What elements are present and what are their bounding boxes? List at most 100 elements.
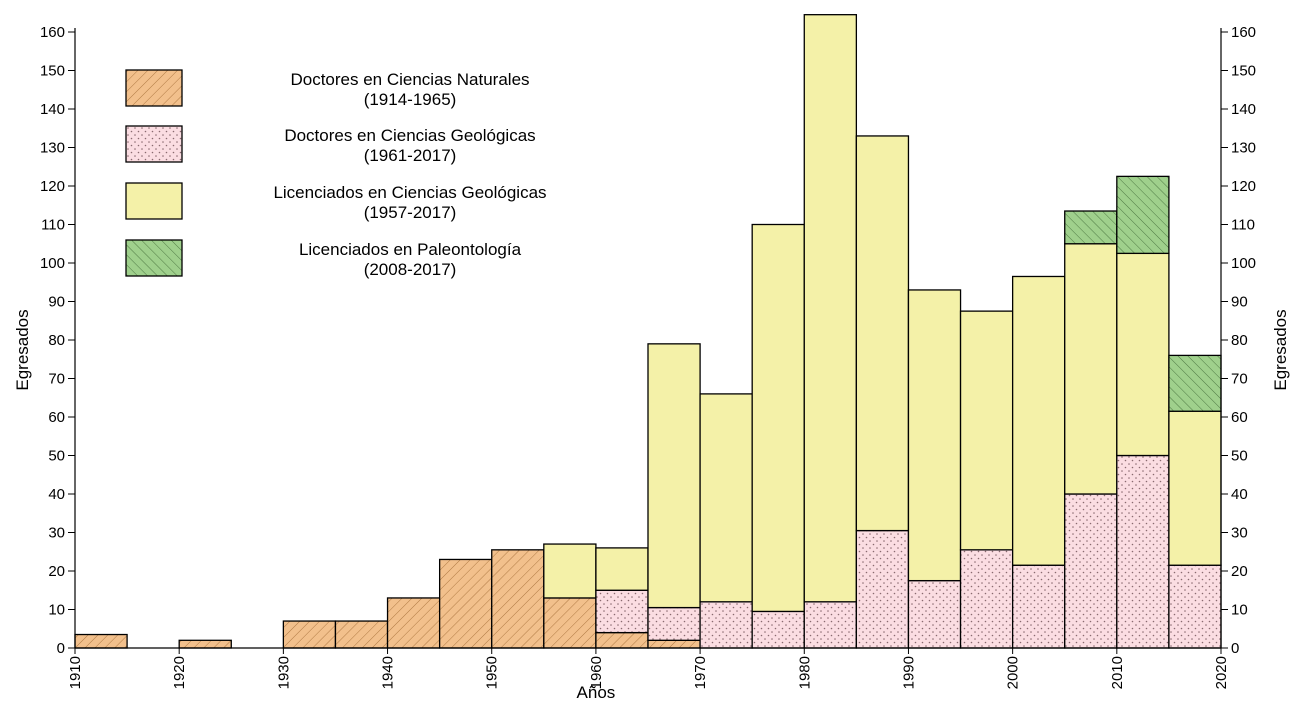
bar-licenciados-en-ciencias-geologicas-2000: [1011, 275, 1066, 566]
y-tick-label-right: 160: [1231, 24, 1256, 41]
y-tick-label-right: 130: [1231, 140, 1256, 157]
bar-licenciados-en-ciencias-geologicas-1990: [907, 289, 962, 582]
y-tick-label-right: 140: [1231, 101, 1256, 118]
legend-swatch-licenciados-en-paleontologia: [125, 239, 183, 277]
bar-licenciados-en-ciencias-geologicas-2005: [1064, 243, 1118, 495]
bar-doctores-en-ciencias-naturales-1945: [438, 558, 493, 649]
x-tick-label: 2020: [1213, 656, 1230, 689]
bar-licenciados-en-ciencias-geologicas-1955: [543, 543, 597, 599]
x-tick-label: 1940: [380, 656, 397, 689]
x-tick-label: 1990: [900, 656, 917, 689]
bar-doctores-en-ciencias-geologicas-1975: [751, 610, 805, 649]
bar-licenciados-en-ciencias-geologicas-1975: [751, 223, 805, 613]
y-tick-label-left: 0: [57, 640, 65, 657]
legend-label-doctores-en-ciencias-geologicas: Doctores en Ciencias Geológicas: [284, 126, 535, 145]
bar-doctores-en-ciencias-geologicas-2005: [1064, 493, 1118, 649]
bars-layer: [74, 14, 1222, 649]
y-tick-label-right: 150: [1231, 63, 1256, 80]
bar-doctores-en-ciencias-geologicas-1965: [647, 606, 701, 641]
bar-doctores-en-ciencias-geologicas-1995: [959, 549, 1014, 649]
y-tick-label-left: 60: [48, 409, 65, 426]
legend-label-licenciados-en-paleontologia: Licenciados en Paleontología: [299, 240, 522, 259]
x-tick-label: 1930: [275, 656, 292, 689]
y-tick-label-right: 30: [1231, 525, 1248, 542]
bar-doctores-en-ciencias-naturales-1920: [178, 639, 232, 649]
legend: Doctores en Ciencias Naturales(1914-1965…: [125, 69, 547, 279]
legend-period-doctores-en-ciencias-naturales: (1914-1965): [364, 90, 457, 109]
legend-period-licenciados-en-ciencias-geologicas: (1957-2017): [364, 203, 457, 222]
y-tick-label-left: 50: [48, 448, 65, 465]
y-tick-label-right: 100: [1231, 255, 1256, 272]
bar-licenciados-en-ciencias-geologicas-1985: [855, 135, 910, 532]
bar-doctores-en-ciencias-geologicas-1980: [803, 601, 858, 649]
bar-licenciados-en-paleontologia-2015: [1168, 354, 1222, 412]
bar-doctores-en-ciencias-naturales-1950: [491, 549, 545, 649]
bar-licenciados-en-paleontologia-2005: [1064, 210, 1118, 245]
x-tick-label: 1980: [796, 656, 813, 689]
y-tick-label-left: 120: [40, 178, 65, 195]
bar-doctores-en-ciencias-geologicas-1985: [855, 529, 910, 649]
y-tick-label-left: 70: [48, 371, 65, 388]
y-tick-label-left: 90: [48, 294, 65, 311]
bar-doctores-en-ciencias-geologicas-1960: [595, 589, 649, 634]
bar-licenciados-en-ciencias-geologicas-1965: [647, 343, 701, 609]
x-axis-title: Años: [577, 683, 616, 702]
legend-label-licenciados-en-ciencias-geologicas: Licenciados en Ciencias Geológicas: [273, 183, 546, 202]
y-tick-label-left: 160: [40, 24, 65, 41]
y-axis-title-left: Egresados: [13, 309, 32, 390]
y-tick-label-left: 130: [40, 140, 65, 157]
y-tick-label-left: 30: [48, 525, 65, 542]
y-tick-label-left: 20: [48, 563, 65, 580]
x-tick-label: 2000: [1005, 656, 1022, 689]
y-tick-label-right: 70: [1231, 371, 1248, 388]
bar-doctores-en-ciencias-geologicas-1990: [907, 579, 962, 649]
bar-licenciados-en-ciencias-geologicas-2015: [1168, 410, 1222, 566]
y-tick-label-left: 40: [48, 486, 65, 503]
y-tick-label-left: 110: [41, 217, 65, 234]
x-tick-label: 1970: [692, 656, 709, 689]
legend-swatch-doctores-en-ciencias-geologicas: [125, 125, 183, 163]
y-tick-label-right: 120: [1231, 178, 1256, 195]
bar-doctores-en-ciencias-naturales-1935: [334, 620, 389, 649]
y-tick-label-left: 140: [40, 101, 65, 118]
y-tick-label-right: 40: [1231, 486, 1248, 503]
bar-doctores-en-ciencias-naturales-1910: [74, 633, 128, 649]
legend-period-doctores-en-ciencias-geologicas: (1961-2017): [364, 146, 457, 165]
y-tick-label-right: 60: [1231, 409, 1248, 426]
y-tick-label-right: 20: [1231, 563, 1248, 580]
legend-label-doctores-en-ciencias-naturales: Doctores en Ciencias Naturales: [290, 70, 529, 89]
y-tick-label-left: 80: [48, 332, 65, 349]
x-tick-label: 1920: [171, 656, 188, 689]
y-tick-label-left: 100: [40, 255, 65, 272]
y-axis-title-right: Egresados: [1271, 309, 1290, 390]
bar-doctores-en-ciencias-geologicas-2015: [1168, 564, 1222, 649]
bar-licenciados-en-ciencias-geologicas-1970: [699, 393, 753, 603]
bar-doctores-en-ciencias-naturales-1955: [543, 597, 597, 649]
bar-doctores-en-ciencias-naturales-1965: [647, 639, 701, 649]
bar-doctores-en-ciencias-geologicas-1970: [699, 601, 753, 649]
x-tick-label: 1960: [588, 656, 605, 689]
legend-period-licenciados-en-paleontologia: (2008-2017): [364, 260, 457, 279]
bar-licenciados-en-ciencias-geologicas-1980: [803, 14, 858, 603]
bar-licenciados-en-paleontologia-2010: [1116, 175, 1170, 255]
y-tick-label-right: 10: [1231, 602, 1248, 619]
bar-licenciados-en-ciencias-geologicas-1960: [595, 547, 649, 591]
y-tick-label-right: 80: [1231, 332, 1248, 349]
bar-licenciados-en-ciencias-geologicas-1995: [959, 310, 1014, 551]
y-tick-label-right: 0: [1231, 640, 1239, 657]
y-tick-label-left: 150: [40, 63, 65, 80]
legend-swatch-doctores-en-ciencias-naturales: [125, 69, 183, 107]
y-tick-label-right: 110: [1231, 217, 1255, 234]
x-tick-label: 2010: [1109, 656, 1126, 689]
bar-doctores-en-ciencias-naturales-1930: [282, 620, 337, 649]
bar-doctores-en-ciencias-naturales-1960: [595, 631, 649, 649]
bar-doctores-en-ciencias-geologicas-2010: [1116, 454, 1170, 649]
y-tick-label-right: 50: [1231, 448, 1248, 465]
legend-swatch-licenciados-en-ciencias-geologicas: [125, 182, 183, 220]
y-tick-label-right: 90: [1231, 294, 1248, 311]
bar-licenciados-en-ciencias-geologicas-2010: [1116, 252, 1170, 457]
x-tick-label: 1910: [67, 656, 84, 689]
x-tick-label: 1950: [484, 656, 501, 689]
